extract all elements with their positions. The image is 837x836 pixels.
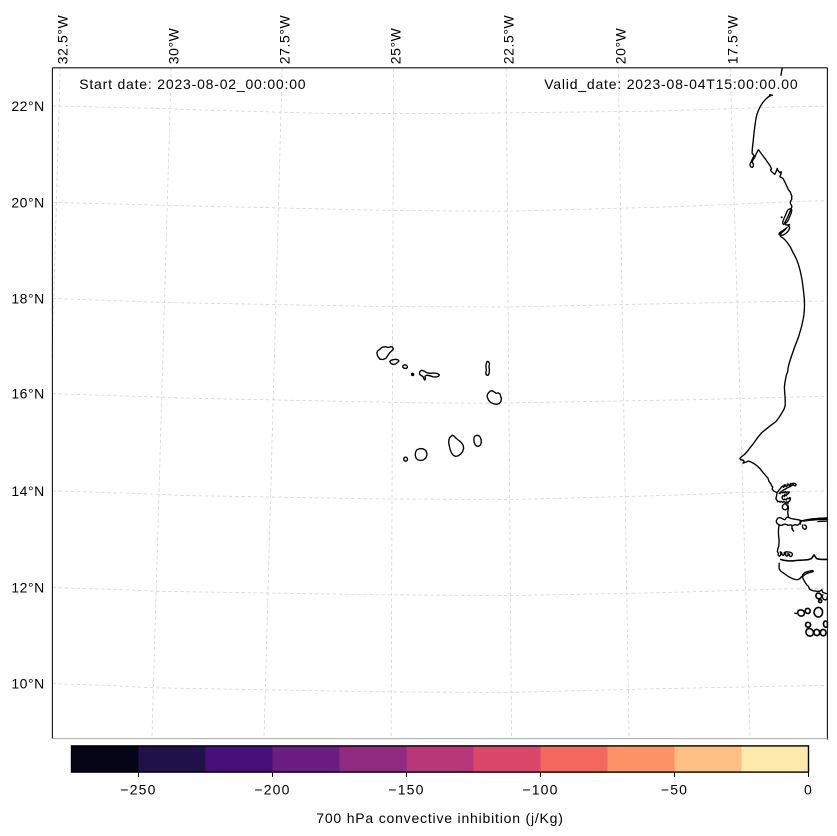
svg-text:−100: −100 (522, 782, 558, 798)
svg-text:−50: −50 (661, 782, 688, 798)
svg-text:25°W: 25°W (388, 27, 404, 64)
svg-text:Valid_date: 2023-08-04T15:00:0: Valid_date: 2023-08-04T15:00:00.00 (544, 76, 798, 92)
svg-text:17.5°W: 17.5°W (724, 14, 740, 64)
svg-text:22.5°W: 22.5°W (500, 14, 516, 64)
svg-text:16°N: 16°N (11, 386, 44, 402)
svg-text:10°N: 10°N (11, 676, 44, 692)
svg-text:14°N: 14°N (11, 483, 44, 499)
svg-text:27.5°W: 27.5°W (276, 14, 292, 64)
svg-text:Start date: 2023-08-02_00:00:0: Start date: 2023-08-02_00:00:00 (79, 76, 306, 92)
svg-text:12°N: 12°N (11, 580, 44, 596)
svg-text:30°W: 30°W (165, 27, 181, 64)
svg-text:0: 0 (804, 782, 813, 798)
svg-text:−250: −250 (120, 782, 156, 798)
svg-text:−150: −150 (388, 782, 424, 798)
svg-text:700 hPa convective inhibition: 700 hPa convective inhibition (j/Kg) (316, 810, 563, 826)
svg-text:−200: −200 (254, 782, 290, 798)
svg-text:18°N: 18°N (11, 291, 44, 307)
svg-text:20°N: 20°N (11, 195, 44, 211)
svg-text:32.5°W: 32.5°W (54, 14, 70, 64)
svg-text:22°N: 22°N (11, 98, 44, 114)
svg-text:20°W: 20°W (612, 27, 628, 64)
